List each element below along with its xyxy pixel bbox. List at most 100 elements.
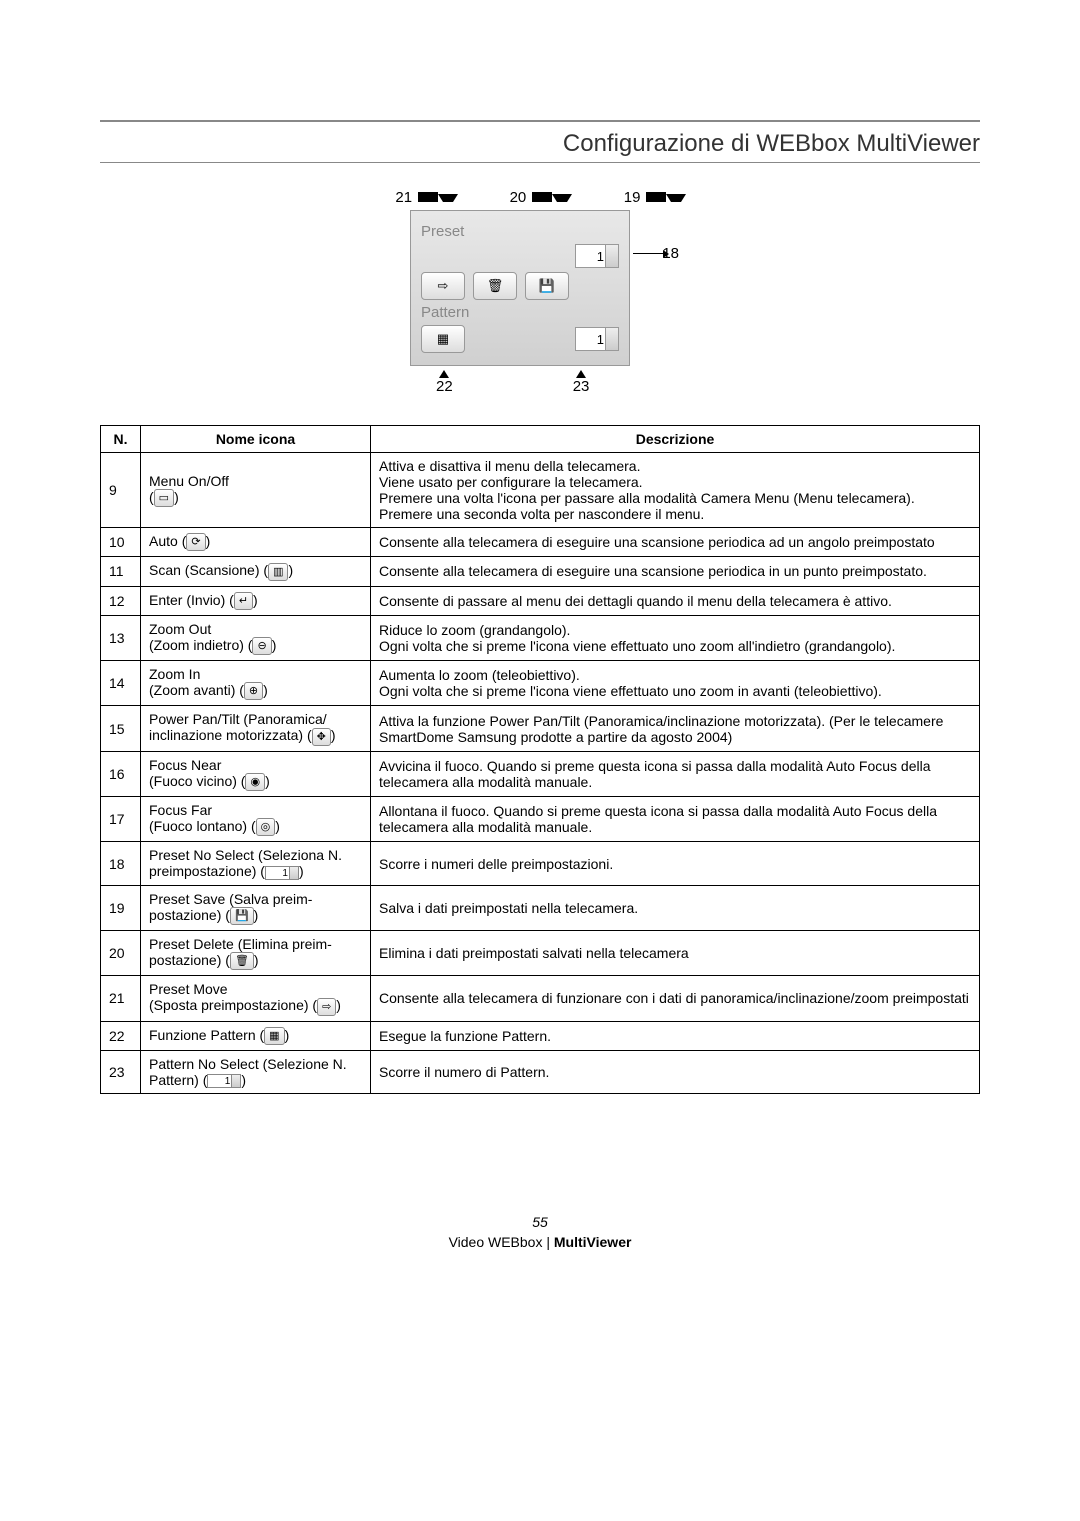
pattern-no-stepper[interactable]: 1 [575, 327, 619, 351]
cell-description: Consente alla telecamera di funzionare c… [371, 976, 980, 1021]
inline-icon: ⟳ [186, 533, 205, 551]
cell-description: Elimina i dati preimpostati salvati nell… [371, 930, 980, 975]
cell-number: 16 [101, 751, 141, 796]
inline-icon: ⊖ [252, 637, 271, 655]
cell-number: 22 [101, 1021, 141, 1050]
cell-description: Esegue la funzione Pattern. [371, 1021, 980, 1050]
icon-description-table: N. Nome icona Descrizione 9Menu On/Off(▭… [100, 425, 980, 1094]
cell-description: Attiva la funzione Power Pan/Tilt (Panor… [371, 706, 980, 751]
inline-icon: ▭ [154, 489, 174, 507]
preset-no-stepper[interactable]: 1 [575, 244, 619, 268]
table-row: 22Funzione Pattern (▦)Esegue la funzione… [101, 1021, 980, 1050]
inline-icon: ◉ [245, 773, 265, 791]
table-row: 17Focus Far(Fuoco lontano) (◎)Allontana … [101, 797, 980, 842]
cell-number: 11 [101, 557, 141, 586]
cell-icon-name: Zoom Out(Zoom indietro) (⊖) [141, 615, 371, 660]
cell-description: Attiva e disattiva il menu della telecam… [371, 453, 980, 528]
footer-product-bold: MultiViewer [554, 1234, 632, 1250]
cell-description: Aumenta lo zoom (teleobiettivo).Ogni vol… [371, 661, 980, 706]
inline-icon: 🗑 [230, 952, 254, 970]
pattern-func-button[interactable]: ▦ [421, 325, 465, 353]
cell-number: 23 [101, 1050, 141, 1093]
cell-description: Consente di passare al menu dei dettagli… [371, 586, 980, 615]
callout-22: 22 [436, 378, 453, 395]
footer-product-pre: Video WEBbox | [449, 1234, 554, 1250]
page-footer: 55 Video WEBbox | MultiViewer [100, 1214, 980, 1250]
callout-20: 20 [508, 189, 528, 206]
table-row: 23Pattern No Select (Selezione N.Pattern… [101, 1050, 980, 1093]
table-row: 16Focus Near(Fuoco vicino) (◉)Avvicina i… [101, 751, 980, 796]
inline-icon: ▥ [268, 563, 288, 581]
cell-description: Avvicina il fuoco. Quando si preme quest… [371, 751, 980, 796]
cell-icon-name: Pattern No Select (Selezione N.Pattern) … [141, 1050, 371, 1093]
pattern-label: Pattern [421, 304, 619, 321]
cell-icon-name: Scan (Scansione) (▥) [141, 557, 371, 586]
page-number: 55 [100, 1214, 980, 1230]
control-panel: Preset 1 ⇨ 🗑 💾 Pattern ▦ 1 18 [410, 210, 630, 366]
cell-number: 19 [101, 885, 141, 930]
preset-pattern-diagram: 21 20 19 Preset 1 ⇨ 🗑 💾 Pattern [380, 189, 700, 395]
th-number: N. [101, 426, 141, 453]
inline-icon: ◎ [256, 818, 276, 836]
table-row: 15Power Pan/Tilt (Panoramica/inclinazion… [101, 706, 980, 751]
th-desc: Descrizione [371, 426, 980, 453]
cell-number: 13 [101, 615, 141, 660]
inline-stepper-icon: 1 [207, 1074, 241, 1088]
callout-23: 23 [573, 378, 590, 395]
cell-number: 17 [101, 797, 141, 842]
table-row: 11Scan (Scansione) (▥)Consente alla tele… [101, 557, 980, 586]
callout-18: 18 [662, 245, 679, 262]
inline-icon: ⊕ [244, 682, 263, 700]
cell-icon-name: Focus Near(Fuoco vicino) (◉) [141, 751, 371, 796]
cell-description: Allontana il fuoco. Quando si preme ques… [371, 797, 980, 842]
cell-icon-name: Preset No Select (Seleziona N.preimposta… [141, 842, 371, 885]
cell-number: 15 [101, 706, 141, 751]
inline-icon: ✥ [312, 728, 331, 746]
table-row: 20Preset Delete (Elimina preim-postazion… [101, 930, 980, 975]
cell-icon-name: Auto (⟳) [141, 528, 371, 557]
th-name: Nome icona [141, 426, 371, 453]
cell-icon-name: Enter (Invio) (↵) [141, 586, 371, 615]
cell-description: Salva i dati preimpostati nella telecame… [371, 885, 980, 930]
callout-19: 19 [622, 189, 642, 206]
cell-description: Scorre i numeri delle preimpostazioni. [371, 842, 980, 885]
cell-number: 12 [101, 586, 141, 615]
cell-icon-name: Funzione Pattern (▦) [141, 1021, 371, 1050]
table-row: 9Menu On/Off(▭)Attiva e disattiva il men… [101, 453, 980, 528]
callout-21: 21 [394, 189, 414, 206]
inline-icon: ↵ [234, 592, 253, 610]
cell-icon-name: Focus Far(Fuoco lontano) (◎) [141, 797, 371, 842]
cell-description: Consente alla telecamera di eseguire una… [371, 557, 980, 586]
preset-label: Preset [421, 223, 619, 240]
preset-move-button[interactable]: ⇨ [421, 272, 465, 300]
page-header: Configurazione di WEBbox MultiViewer [100, 130, 980, 158]
preset-delete-button[interactable]: 🗑 [473, 272, 517, 300]
cell-icon-name: Power Pan/Tilt (Panoramica/inclinazione … [141, 706, 371, 751]
inline-icon: ⇨ [317, 998, 336, 1016]
table-row: 18Preset No Select (Seleziona N.preimpos… [101, 842, 980, 885]
table-row: 13Zoom Out(Zoom indietro) (⊖)Riduce lo z… [101, 615, 980, 660]
cell-icon-name: Menu On/Off(▭) [141, 453, 371, 528]
cell-description: Riduce lo zoom (grandangolo).Ogni volta … [371, 615, 980, 660]
cell-icon-name: Preset Save (Salva preim-postazione) (💾) [141, 885, 371, 930]
table-row: 14Zoom In(Zoom avanti) (⊕)Aumenta lo zoo… [101, 661, 980, 706]
cell-number: 18 [101, 842, 141, 885]
cell-description: Consente alla telecamera di eseguire una… [371, 528, 980, 557]
table-row: 21Preset Move(Sposta preimpostazione) (⇨… [101, 976, 980, 1021]
cell-number: 14 [101, 661, 141, 706]
cell-number: 20 [101, 930, 141, 975]
table-row: 10Auto (⟳)Consente alla telecamera di es… [101, 528, 980, 557]
table-row: 12Enter (Invio) (↵)Consente di passare a… [101, 586, 980, 615]
inline-icon: 💾 [230, 907, 254, 925]
cell-description: Scorre il numero di Pattern. [371, 1050, 980, 1093]
cell-number: 9 [101, 453, 141, 528]
cell-icon-name: Preset Delete (Elimina preim-postazione)… [141, 930, 371, 975]
table-row: 19Preset Save (Salva preim-postazione) (… [101, 885, 980, 930]
cell-number: 21 [101, 976, 141, 1021]
cell-icon-name: Preset Move(Sposta preimpostazione) (⇨) [141, 976, 371, 1021]
cell-icon-name: Zoom In(Zoom avanti) (⊕) [141, 661, 371, 706]
cell-number: 10 [101, 528, 141, 557]
inline-stepper-icon: 1 [265, 866, 299, 880]
inline-icon: ▦ [264, 1027, 284, 1045]
preset-save-button[interactable]: 💾 [525, 272, 569, 300]
